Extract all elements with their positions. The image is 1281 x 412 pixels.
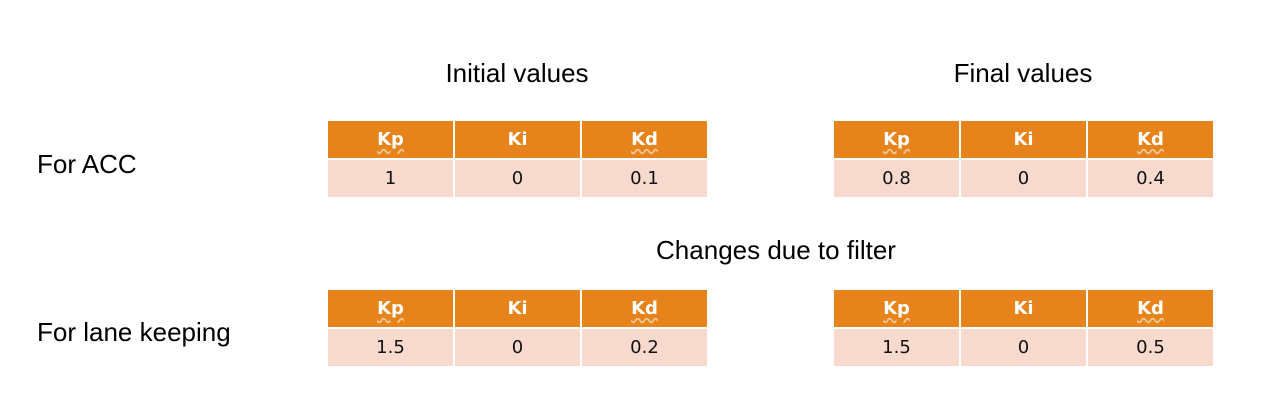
initial-values-heading: Initial values [445, 58, 589, 88]
ki-value: 0 [453, 158, 582, 199]
table-row: 1 0 0.1 [326, 158, 709, 199]
column-header-kp: Kp [832, 119, 961, 160]
acc-final-table: Kp Ki Kd 0.8 0 0.4 [832, 119, 1215, 199]
kp-value: 0.8 [832, 158, 961, 199]
column-header-kp: Kp [326, 288, 455, 329]
column-header-kp: Kp [326, 119, 455, 160]
acc-initial-table: Kp Ki Kd 1 0 0.1 [326, 119, 709, 199]
kd-value: 0.5 [1086, 327, 1215, 368]
lane-final-table: Kp Ki Kd 1.5 0 0.5 [832, 288, 1215, 368]
ki-value: 0 [959, 327, 1088, 368]
changes-due-to-filter-heading: Changes due to filter [656, 235, 896, 265]
table-row: 1.5 0 0.5 [832, 327, 1215, 368]
column-header-ki: Ki [959, 119, 1088, 160]
column-header-ki: Ki [959, 288, 1088, 329]
row-label-acc: For ACC [37, 149, 137, 179]
column-header-kd: Kd [1086, 119, 1215, 160]
column-header-kd: Kd [1086, 288, 1215, 329]
table-row: 1.5 0 0.2 [326, 327, 709, 368]
column-header-ki: Ki [453, 119, 582, 160]
final-values-heading: Final values [953, 58, 1093, 88]
ki-value: 0 [959, 158, 1088, 199]
kp-value: 1.5 [326, 327, 455, 368]
column-header-kd: Kd [580, 288, 709, 329]
kd-value: 0.1 [580, 158, 709, 199]
kd-value: 0.2 [580, 327, 709, 368]
column-header-ki: Ki [453, 288, 582, 329]
ki-value: 0 [453, 327, 582, 368]
column-header-kp: Kp [832, 288, 961, 329]
kp-value: 1 [326, 158, 455, 199]
kd-value: 0.4 [1086, 158, 1215, 199]
kp-value: 1.5 [832, 327, 961, 368]
lane-initial-table: Kp Ki Kd 1.5 0 0.2 [326, 288, 709, 368]
row-label-lane-keeping: For lane keeping [37, 317, 231, 347]
table-row: 0.8 0 0.4 [832, 158, 1215, 199]
column-header-kd: Kd [580, 119, 709, 160]
